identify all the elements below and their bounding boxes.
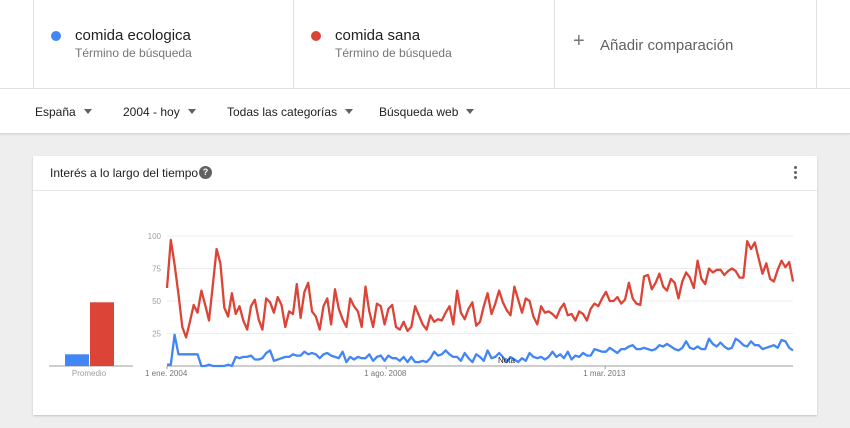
category-dropdown[interactable]: Todas las categorías [227, 105, 354, 119]
search-term-2[interactable]: comida sana Término de búsqueda [294, 0, 555, 88]
term-2-color-dot [311, 31, 321, 41]
average-bar [65, 354, 89, 366]
term-1-subtitle: Término de búsqueda [75, 46, 192, 60]
series-line [165, 238, 795, 339]
more-vert-icon[interactable] [793, 166, 799, 180]
y-tick-label: 100 [148, 232, 162, 241]
add-comparison-button[interactable]: + Añadir comparación [555, 0, 817, 88]
trend-chart: 25 50 75 100 1 ene. 2004 1 ago. 2008 1 mar. 2… [49, 232, 795, 378]
add-comparison-label: Añadir comparación [600, 37, 734, 54]
y-tick-label: 25 [152, 330, 161, 339]
chevron-down-icon [83, 109, 92, 115]
y-tick-label: 75 [152, 265, 161, 274]
x-tick-label: 1 mar. 2013 [583, 369, 626, 378]
average-label: Promedio [72, 369, 107, 378]
comparison-bar: comida ecologica Término de búsqueda com… [0, 0, 850, 88]
region-dropdown[interactable]: España [35, 105, 92, 119]
x-tick-label: 1 ago. 2008 [364, 369, 407, 378]
average-bars [49, 302, 133, 367]
category-label: Todas las categorías [227, 105, 338, 119]
card-title: Interés a lo largo del tiempo [50, 166, 199, 180]
term-2-name: comida sana [335, 27, 421, 44]
period-label: 2004 - hoy [123, 105, 180, 119]
chart-gridlines [167, 235, 793, 367]
y-tick-label: 50 [152, 297, 161, 306]
term-1-name: comida ecologica [75, 27, 191, 44]
x-tick-label: 1 ene. 2004 [145, 369, 188, 378]
region-label: España [35, 105, 76, 119]
filter-bar: España 2004 - hoy Todas las categorías B… [0, 88, 850, 134]
help-icon[interactable]: ? [199, 166, 212, 179]
chevron-down-icon [187, 109, 196, 115]
series-line [167, 333, 794, 368]
term-1-color-dot [51, 31, 61, 41]
plus-icon: + [573, 30, 585, 52]
average-bar [90, 302, 114, 366]
search-type-label: Búsqueda web [379, 105, 459, 119]
card-header: Interés a lo largo del tiempo ? [33, 156, 817, 191]
series-lines [165, 238, 795, 368]
interest-over-time-card: Interés a lo largo del tiempo ? 25 50 75 10… [33, 156, 817, 415]
note-marker[interactable]: Nota [498, 356, 515, 365]
term-2-subtitle: Término de búsqueda [335, 46, 452, 60]
chevron-down-icon [466, 109, 475, 115]
y-axis-labels: 25 50 75 100 [148, 232, 162, 339]
period-dropdown[interactable]: 2004 - hoy [123, 105, 196, 119]
search-term-1[interactable]: comida ecologica Término de búsqueda [33, 0, 294, 88]
search-type-dropdown[interactable]: Búsqueda web [379, 105, 475, 119]
chevron-down-icon [345, 109, 354, 115]
x-axis-labels: 1 ene. 2004 1 ago. 2008 1 mar. 2013 [145, 366, 626, 378]
